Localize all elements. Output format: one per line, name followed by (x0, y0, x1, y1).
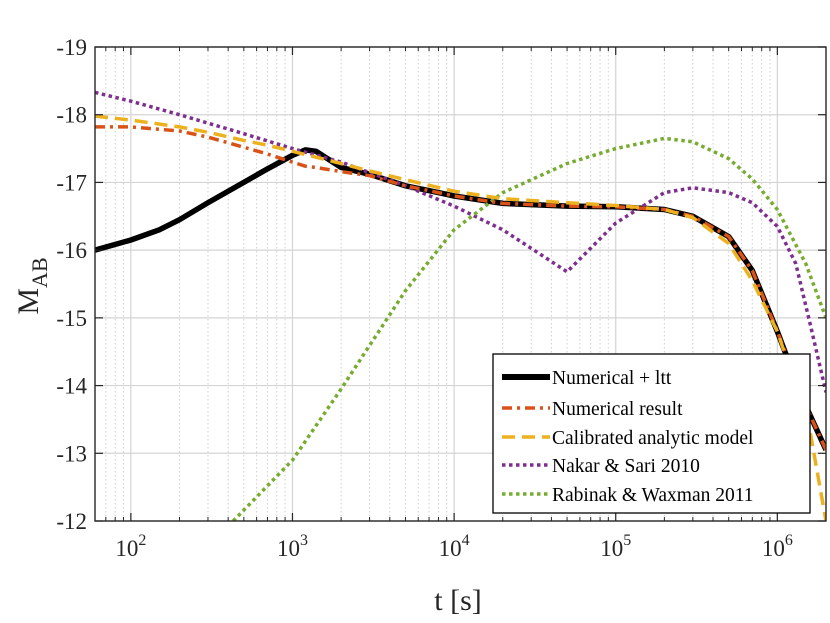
x-tick-label: 103 (277, 532, 308, 561)
x-tick-exponent: 6 (785, 532, 793, 549)
y-axis-title-subscript: AB (27, 257, 52, 288)
x-tick-exponent: 3 (300, 532, 308, 549)
x-tick-exponent: 2 (138, 532, 146, 549)
y-tick-label: -17 (56, 170, 87, 195)
legend: Numerical + ltt Numerical result Calibra… (492, 353, 811, 514)
tick-labels: 102 103 104 105 106-19-18-17-16-15-14-13-12 (56, 35, 793, 561)
x-tick-base: 10 (762, 536, 785, 561)
y-tick-label: -13 (56, 441, 87, 466)
x-axis-title: t [s] (434, 584, 482, 617)
x-tick-exponent: 5 (623, 532, 631, 549)
x-tick-label: 106 (762, 532, 793, 561)
y-tick-label: -18 (56, 103, 87, 128)
y-tick-label: -12 (56, 509, 87, 534)
y-axis-title-main: M (12, 288, 45, 315)
legend-label: Nakar & Sari 2010 (552, 456, 700, 477)
x-tick-label: 102 (115, 532, 146, 561)
x-tick-label: 105 (600, 532, 631, 561)
series-line-rabinak-waxman-2011 (231, 136, 826, 521)
y-tick-label: -19 (56, 35, 87, 60)
legend-entry-calibrated-analytic: Calibrated analytic model (502, 428, 754, 449)
y-tick-label: -14 (56, 374, 87, 399)
y-axis-title: MAB (12, 257, 52, 314)
series-layer (95, 90, 826, 521)
series-line-nakar-sari-2010 (95, 90, 826, 393)
legend-entry-rabinak-waxman: Rabinak & Waxman 2011 (502, 485, 754, 506)
y-tick-label: -15 (56, 306, 87, 331)
axes-frame (94, 46, 827, 522)
legend-label: Rabinak & Waxman 2011 (552, 485, 754, 506)
legend-entry-numerical-result: Numerical result (502, 399, 683, 420)
x-tick-base: 10 (600, 536, 623, 561)
legend-label: Numerical result (552, 399, 683, 420)
series-line-calibrated-analytic-model (95, 114, 826, 521)
legend-entry-nakar-sari: Nakar & Sari 2010 (502, 456, 700, 477)
series-line-numerical-result (95, 125, 826, 451)
y-tick-label: -16 (56, 238, 87, 263)
x-tick-base: 10 (115, 536, 138, 561)
legend-box (492, 353, 811, 514)
axes (94, 46, 827, 522)
legend-label: Numerical + ltt (552, 368, 672, 389)
x-tick-base: 10 (277, 536, 300, 561)
x-tick-base: 10 (439, 536, 462, 561)
legend-entry-numerical-ltt: Numerical + ltt (502, 368, 672, 389)
legend-label: Calibrated analytic model (552, 428, 754, 449)
x-tick-exponent: 4 (462, 532, 470, 549)
x-tick-label: 104 (439, 532, 470, 561)
